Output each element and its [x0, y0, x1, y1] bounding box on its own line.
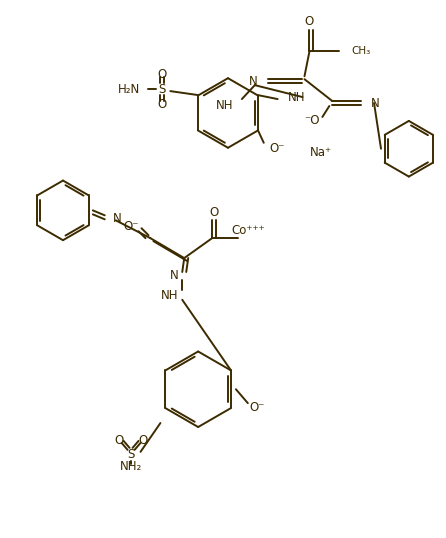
- Text: O: O: [158, 68, 167, 81]
- Text: ⁻O: ⁻O: [304, 115, 319, 128]
- Text: S: S: [159, 83, 166, 96]
- Text: S: S: [127, 448, 134, 462]
- Text: H₂N: H₂N: [118, 83, 140, 96]
- Text: N: N: [249, 75, 258, 88]
- Text: Na⁺: Na⁺: [310, 146, 332, 159]
- Text: N: N: [113, 212, 121, 225]
- Text: O⁻: O⁻: [270, 142, 285, 155]
- Text: NH: NH: [288, 90, 305, 104]
- Text: O: O: [139, 434, 148, 448]
- Text: O: O: [158, 97, 167, 110]
- Text: O⁻: O⁻: [123, 220, 139, 233]
- Text: N: N: [371, 96, 380, 110]
- Text: NH: NH: [161, 289, 178, 302]
- Text: O: O: [305, 15, 314, 28]
- Text: O⁻: O⁻: [250, 401, 265, 414]
- Text: N: N: [169, 270, 178, 282]
- Text: NH: NH: [215, 98, 233, 111]
- Text: NH₂: NH₂: [120, 461, 142, 473]
- Text: CH₃: CH₃: [351, 46, 371, 56]
- Text: O: O: [114, 434, 123, 448]
- Text: Co⁺⁺⁺: Co⁺⁺⁺: [231, 224, 265, 237]
- Text: O: O: [210, 206, 219, 219]
